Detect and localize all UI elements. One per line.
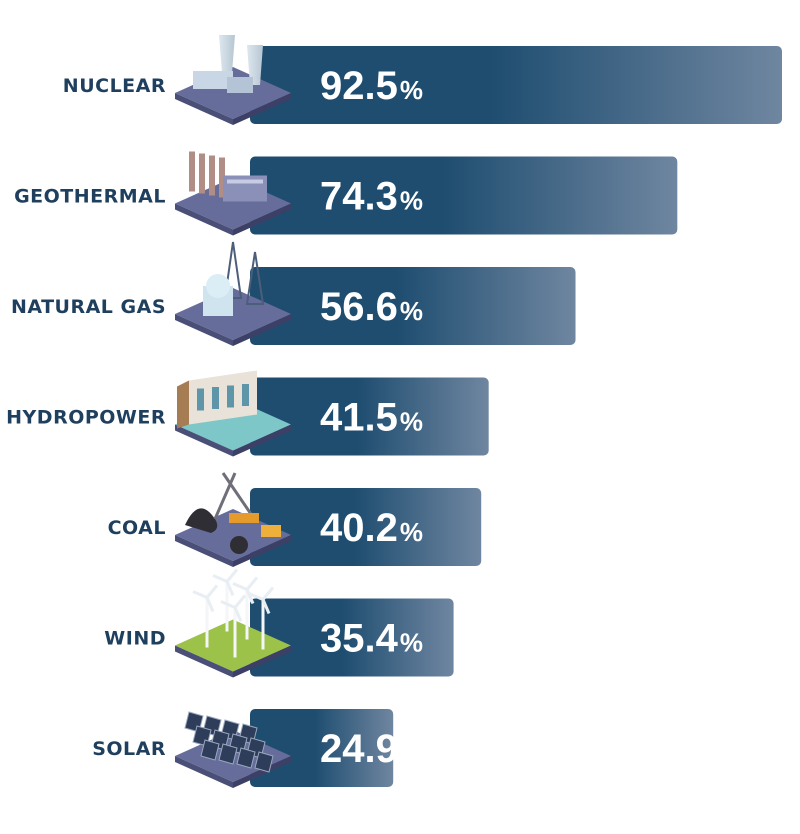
natural-gas-plant-icon <box>175 241 291 346</box>
unit-label: % <box>400 186 423 216</box>
unit-label: % <box>400 738 423 768</box>
solar-farm-icon <box>175 711 291 788</box>
bar-natural-gas <box>250 267 576 345</box>
nuclear-plant-icon <box>175 35 291 125</box>
wind-farm-icon <box>175 568 291 678</box>
coal-mine-icon <box>175 472 291 567</box>
category-label: NATURAL GAS <box>11 296 166 318</box>
bar-solar <box>250 709 394 787</box>
category-label: GEOTHERMAL <box>14 186 166 208</box>
category-label: NUCLEAR <box>63 75 166 97</box>
bar-hydropower <box>250 377 489 456</box>
unit-label: % <box>400 75 423 105</box>
category-label: WIND <box>104 628 166 650</box>
unit-label: % <box>400 407 423 437</box>
category-label: COAL <box>108 517 166 539</box>
category-label: HYDROPOWER <box>6 407 166 429</box>
unit-label: % <box>400 296 423 326</box>
unit-label: % <box>400 628 423 658</box>
category-label: SOLAR <box>92 738 166 760</box>
unit-label: % <box>400 517 423 547</box>
bar-nuclear <box>250 46 782 124</box>
hydropower-dam-icon <box>175 370 291 457</box>
bar-geothermal <box>250 156 678 235</box>
value-label: 24.9% <box>320 727 423 771</box>
geothermal-plant-icon <box>175 151 291 236</box>
bar-wind <box>250 598 454 677</box>
bar-coal <box>250 488 482 566</box>
